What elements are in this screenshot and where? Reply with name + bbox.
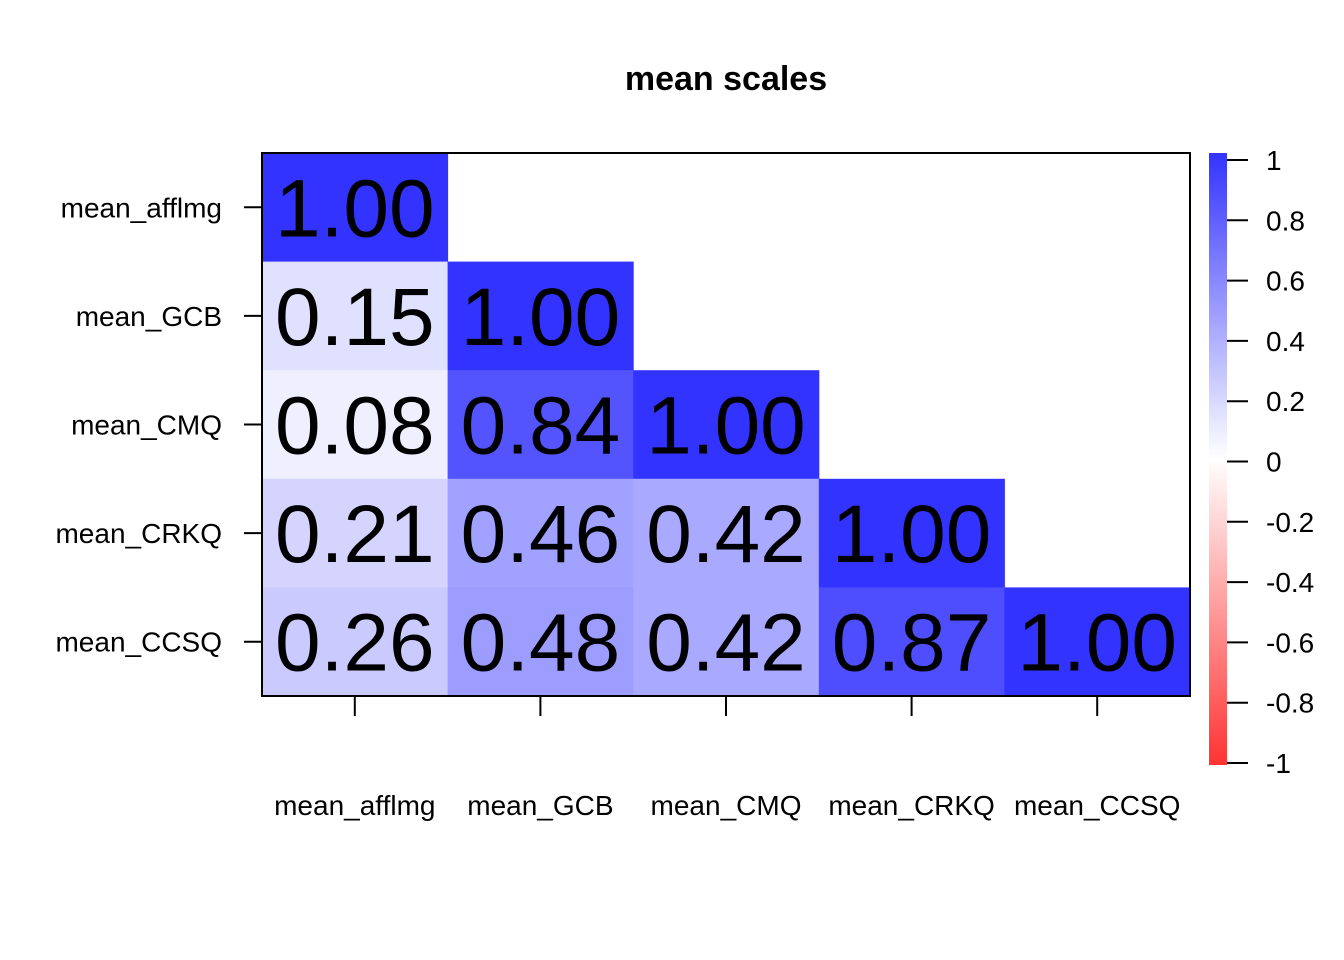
chart-title: mean scales: [625, 60, 827, 98]
legend-tick-label: 0.6: [1266, 266, 1305, 297]
cell-value-label: 0.87: [832, 598, 992, 689]
x-tick-label: mean_CRKQ: [828, 790, 995, 821]
heatmap-cell: [262, 478, 449, 588]
y-tick-label: mean_afflmg: [61, 192, 222, 223]
heatmap-cell: [262, 153, 449, 263]
heatmap-cell: [262, 261, 449, 371]
x-tick-label: mean_CCSQ: [1014, 790, 1181, 821]
cell-value-label: 1.00: [832, 489, 992, 580]
cell-value-label: 0.48: [461, 598, 621, 689]
heatmap-cell: [633, 587, 820, 697]
heatmap-cell-labels: 1.00 0.15 1.00 0.08 0.84 1.00 0.21 0.46 0.42 1.00…: [275, 163, 1177, 688]
cell-value-label: 0.26: [275, 598, 435, 689]
cell-value-label: 0.42: [646, 489, 806, 580]
legend-tick-label: -0.2: [1266, 507, 1314, 538]
legend-tick-label: -0.6: [1266, 627, 1314, 658]
cell-value-label: 1.00: [275, 163, 435, 254]
color-legend: 1 0.8 0.6 0.4 0.2 0 -0.2 -0.4 -0.6 -0.8 -1: [1209, 145, 1314, 779]
y-tick-label: mean_CRKQ: [55, 518, 222, 549]
cell-value-label: 1.00: [1017, 598, 1177, 689]
legend-tick-label: -0.4: [1266, 567, 1314, 598]
heatmap-cell: [633, 478, 820, 588]
heatmap-cells: [262, 153, 1191, 697]
y-axis: mean_afflmg mean_GCB mean_CMQ mean_CRKQmean…: [55, 192, 262, 658]
x-tick-label: mean_GCB: [467, 790, 613, 821]
legend-colorbar: [1209, 153, 1227, 765]
x-tick-label: mean_afflmg: [274, 790, 435, 821]
cell-value-label: 0.21: [275, 489, 435, 580]
cell-value-label: 0.84: [461, 381, 621, 472]
heatmap-cell: [447, 370, 634, 480]
heatmap-cell: [818, 587, 1005, 697]
x-axis: mean_afflmg mean_GCB mean_CMQ mean_CRKQ mean…: [274, 696, 1180, 821]
legend-tick-label: -1: [1266, 748, 1291, 779]
heatmap-cell: [633, 370, 820, 480]
heatmap-cell: [447, 478, 634, 588]
legend-tick-label: 0: [1266, 447, 1282, 478]
heatmap-cell: [262, 587, 449, 697]
y-tick-label: mean_CCSQ: [55, 627, 222, 658]
heatmap-cell: [1004, 587, 1191, 697]
heatmap-cell: [262, 370, 449, 480]
cell-value-label: 1.00: [461, 272, 621, 363]
cell-value-label: 0.08: [275, 381, 435, 472]
legend-tick-label: 1: [1266, 145, 1282, 176]
heatmap-cell: [447, 261, 634, 371]
y-tick-label: mean_CMQ: [71, 410, 222, 441]
cell-value-label: 1.00: [646, 381, 806, 472]
x-tick-label: mean_CMQ: [651, 790, 802, 821]
cell-value-label: 0.15: [275, 272, 435, 363]
legend-tick-label: 0.2: [1266, 386, 1305, 417]
cell-value-label: 0.42: [646, 598, 806, 689]
legend-tick-label: 0.8: [1266, 205, 1305, 236]
y-tick-label: mean_GCB: [76, 301, 222, 332]
heatmap-cell: [818, 478, 1005, 588]
legend-tick-label: -0.8: [1266, 688, 1314, 719]
legend-tick-label: 0.4: [1266, 326, 1305, 357]
heatmap-cell: [447, 587, 634, 697]
cell-value-label: 0.46: [461, 489, 621, 580]
